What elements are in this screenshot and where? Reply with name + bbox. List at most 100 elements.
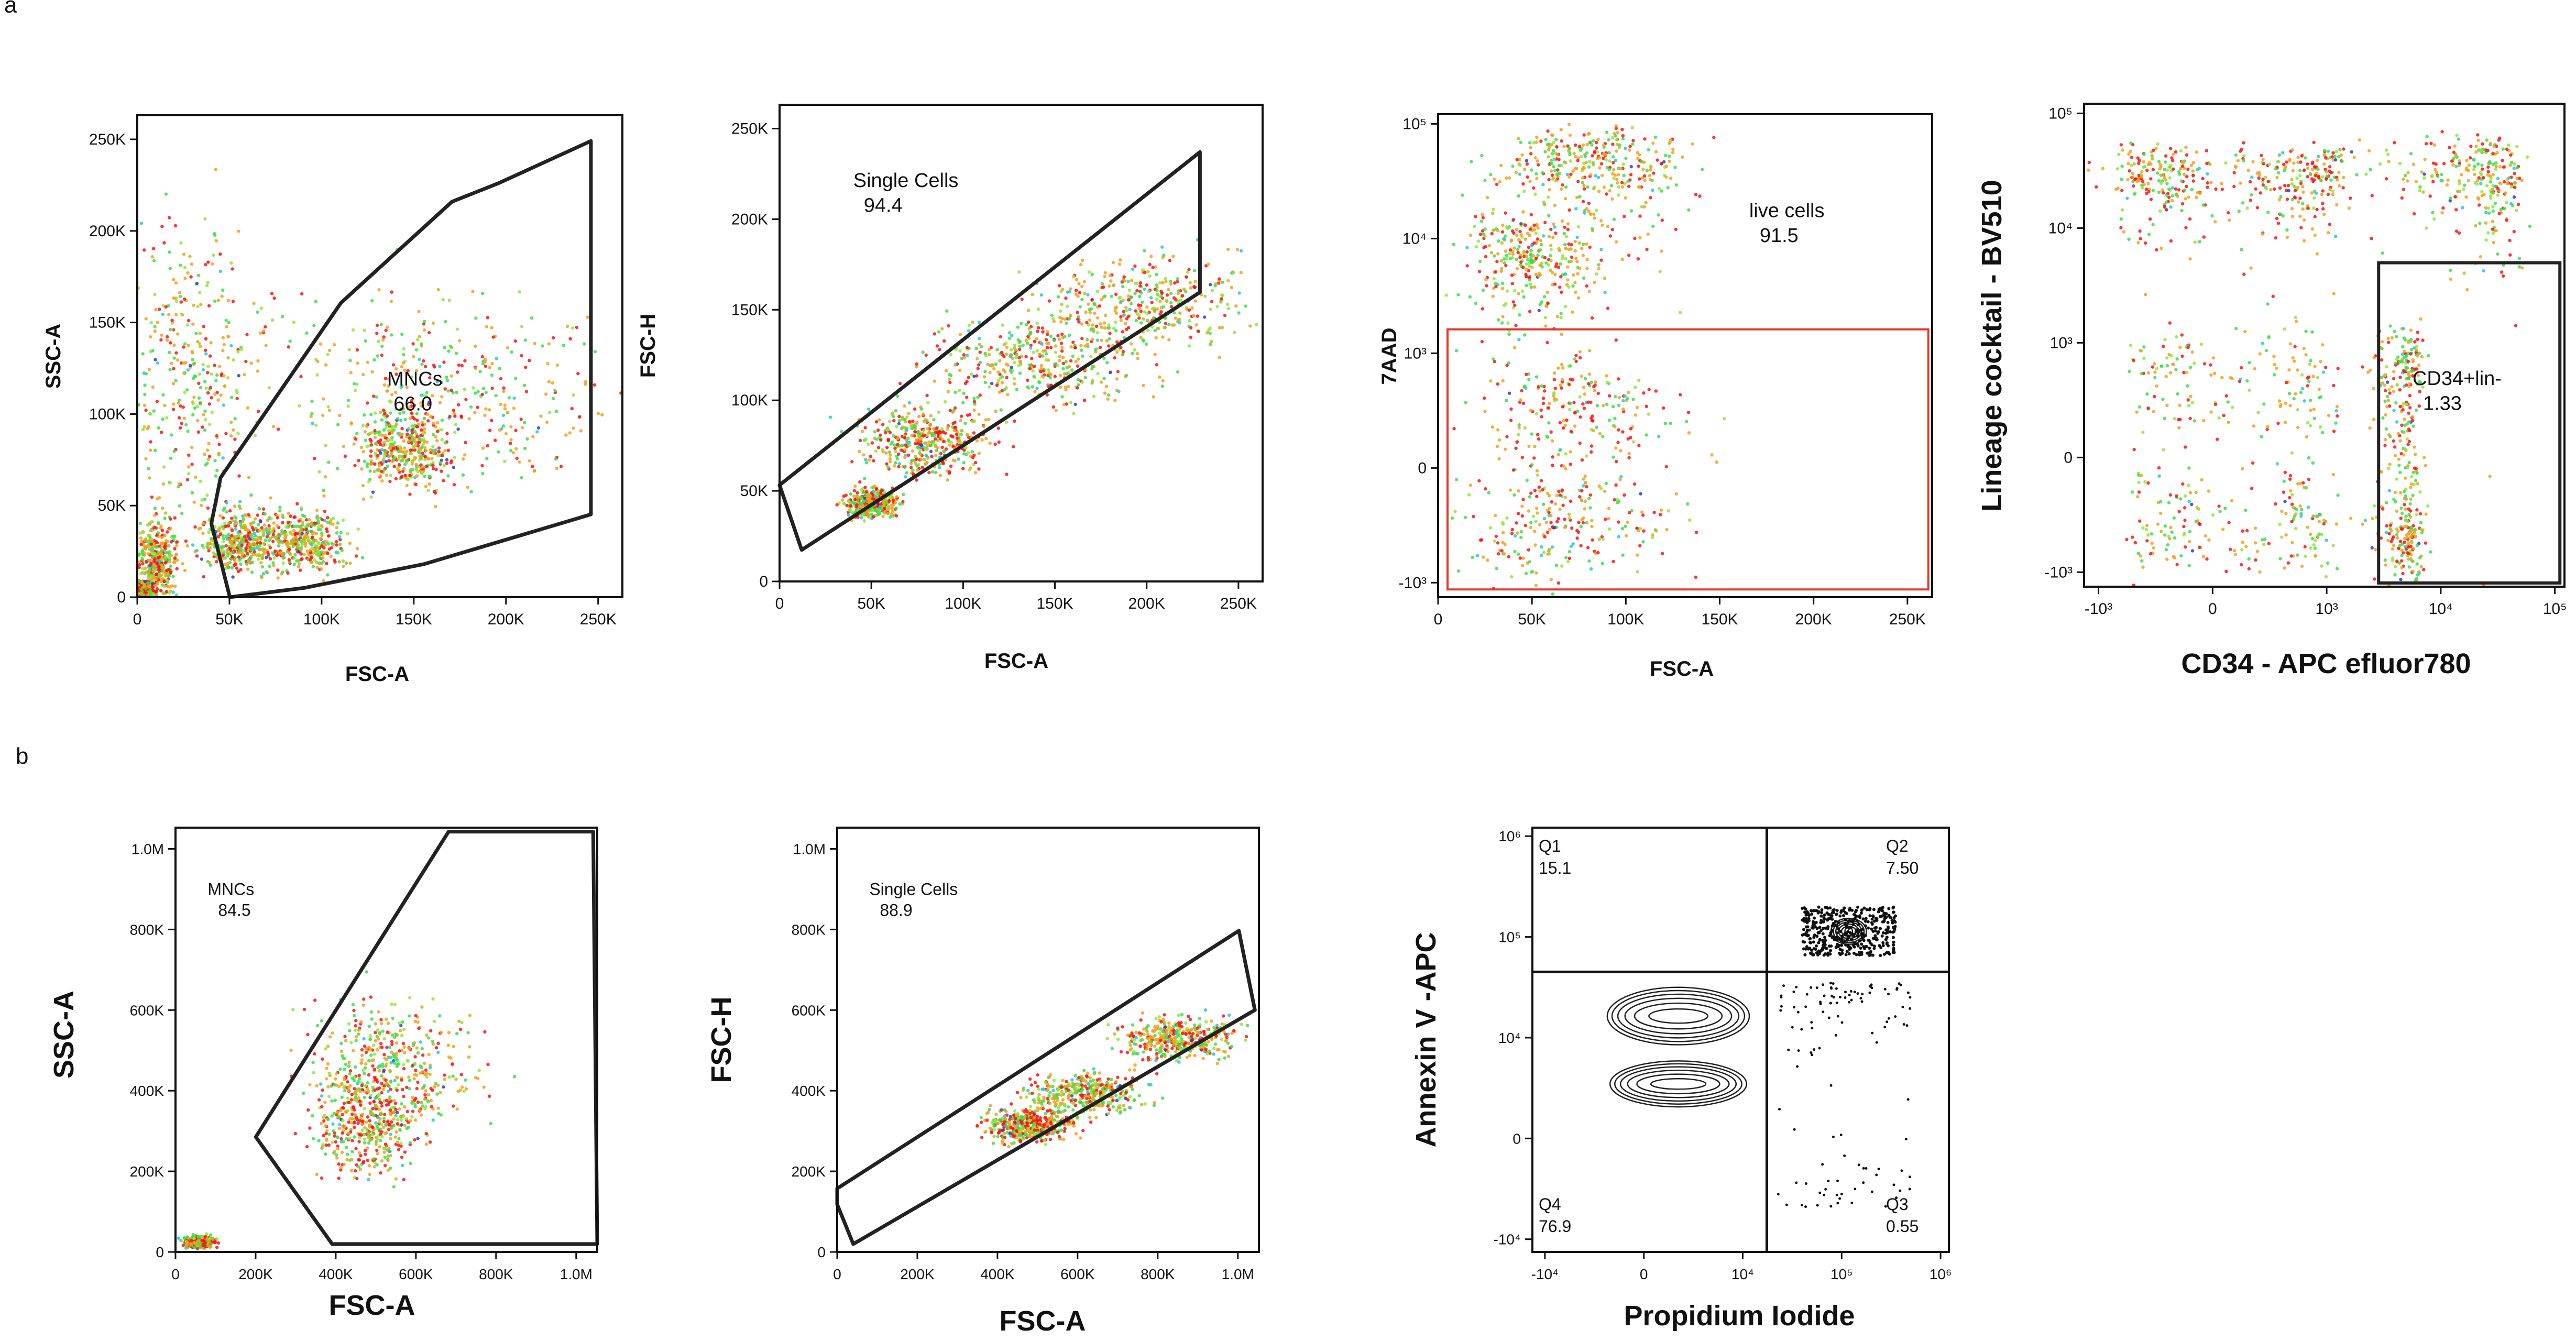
event-dot (326, 521, 330, 524)
event-dot (201, 362, 205, 367)
event-dot (1666, 186, 1670, 190)
event-dot (490, 373, 494, 377)
event-dot (894, 449, 897, 454)
event-dot (1061, 288, 1065, 291)
event-dot (1095, 347, 1099, 351)
event-dot (481, 471, 485, 476)
event-dot (1091, 379, 1094, 383)
event-dot (1607, 138, 1610, 142)
event-dot (1018, 360, 1022, 364)
event-dot (144, 372, 148, 376)
event-dot (545, 420, 549, 424)
event-dot (1597, 156, 1602, 160)
event-dot (1024, 338, 1028, 342)
event-dot (1090, 298, 1094, 302)
event-dot (199, 345, 202, 348)
event-dot (966, 433, 969, 437)
event-dot (1616, 131, 1619, 135)
event-dot (1127, 288, 1132, 292)
event-dot (385, 414, 389, 418)
event-dot (988, 353, 991, 357)
event-dot (1244, 304, 1248, 308)
event-dot (369, 495, 373, 499)
event-dot (1634, 386, 1637, 389)
event-dot (859, 502, 863, 505)
event-dot (400, 455, 404, 459)
event-dot (286, 520, 290, 524)
event-dot (886, 512, 890, 515)
event-dot (209, 563, 212, 567)
event-dot (1232, 271, 1235, 274)
event-dot (1652, 171, 1656, 175)
event-dot (1061, 367, 1065, 371)
event-dot (1099, 322, 1103, 326)
event-dot (513, 339, 517, 343)
event-dot (388, 479, 392, 483)
event-dot (267, 386, 271, 390)
event-dot (366, 462, 369, 466)
event-dot (1133, 264, 1137, 268)
event-dot (164, 305, 168, 309)
event-dot (949, 434, 953, 438)
event-dot (1584, 481, 1587, 485)
event-dot (483, 413, 487, 417)
event-dot (390, 290, 393, 294)
event-dot (1552, 378, 1556, 381)
event-dot (1539, 545, 1543, 549)
event-dot (379, 451, 382, 455)
event-dot (1567, 208, 1571, 212)
event-dot (853, 484, 857, 488)
event-dot (1627, 254, 1631, 257)
event-dot (356, 361, 359, 365)
event-dot (199, 402, 202, 405)
event-dot (1168, 259, 1172, 262)
event-dot (1595, 425, 1598, 430)
event-dot (1119, 258, 1122, 262)
event-dot (1594, 174, 1597, 178)
event-dot (237, 474, 241, 478)
event-dot (1164, 280, 1168, 283)
event-dot (310, 412, 314, 415)
event-dot (221, 553, 225, 557)
event-dot (1059, 342, 1064, 345)
event-dot (449, 344, 453, 348)
event-dot (485, 456, 489, 460)
event-dot (1631, 139, 1635, 142)
event-dot (888, 431, 892, 435)
event-dot (156, 321, 159, 324)
event-dot (881, 501, 885, 504)
event-dot (202, 413, 205, 416)
event-dot (227, 321, 231, 325)
event-dot (422, 359, 425, 363)
event-dot (1114, 292, 1118, 296)
event-dot (1494, 513, 1497, 518)
event-dot (520, 426, 524, 430)
event-dot (894, 409, 898, 413)
event-dot (1487, 491, 1490, 494)
event-dot (1562, 145, 1566, 148)
event-dot (261, 507, 266, 511)
event-dot (1078, 291, 1081, 294)
event-dot (1145, 305, 1149, 309)
event-dot (193, 525, 197, 529)
event-dot (988, 441, 992, 445)
event-dot (1580, 518, 1584, 521)
event-dot (1553, 371, 1556, 375)
event-dot (1008, 336, 1012, 340)
event-dot (490, 362, 494, 366)
event-dot (183, 277, 187, 280)
event-dot (173, 534, 177, 538)
event-dot (1575, 167, 1579, 170)
event-dot (229, 344, 233, 348)
event-dot (1583, 392, 1587, 396)
event-dot (419, 434, 423, 437)
event-dot (484, 390, 488, 394)
event-dot (257, 529, 261, 533)
event-dot (934, 470, 938, 475)
event-dot (888, 457, 892, 461)
event-dot (206, 506, 210, 510)
event-dot (149, 542, 153, 546)
event-dot (172, 278, 176, 281)
event-dot (1073, 402, 1077, 406)
event-dot (1496, 382, 1500, 386)
